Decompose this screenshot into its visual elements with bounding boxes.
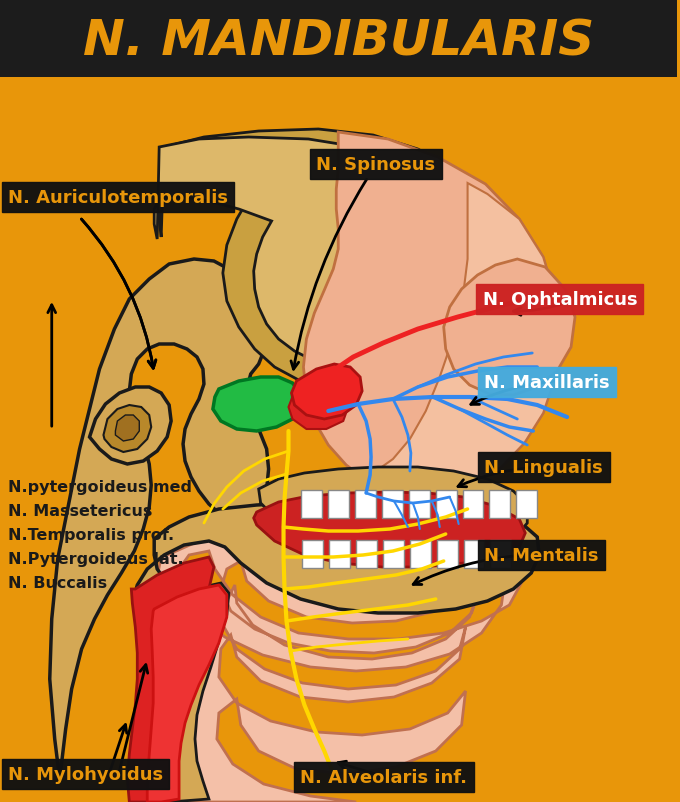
Polygon shape (50, 260, 269, 779)
Text: N. Mylohyoidus: N. Mylohyoidus (8, 765, 163, 783)
Text: N. Lingualis: N. Lingualis (484, 459, 603, 476)
Polygon shape (329, 541, 350, 569)
Polygon shape (516, 490, 537, 518)
Polygon shape (464, 541, 484, 569)
Polygon shape (409, 490, 430, 518)
Polygon shape (437, 541, 458, 569)
Polygon shape (303, 541, 323, 569)
Polygon shape (383, 541, 404, 569)
Polygon shape (90, 387, 171, 464)
Text: N.Temporalis prof.: N.Temporalis prof. (8, 528, 174, 543)
Text: N. Buccalis: N. Buccalis (8, 576, 107, 591)
Polygon shape (355, 490, 376, 518)
Text: N. Alveolaris inf.: N. Alveolaris inf. (301, 768, 467, 786)
Polygon shape (292, 365, 362, 419)
Polygon shape (159, 130, 492, 391)
Polygon shape (301, 490, 322, 518)
Polygon shape (133, 504, 539, 634)
Polygon shape (462, 490, 483, 518)
Text: N. Massetericus: N. Massetericus (8, 504, 152, 519)
Polygon shape (346, 184, 559, 496)
Text: N.pytergoideus med: N.pytergoideus med (8, 480, 192, 495)
Polygon shape (356, 541, 377, 569)
Polygon shape (410, 541, 430, 569)
Text: N. Mentalis: N. Mentalis (484, 546, 599, 565)
Polygon shape (490, 490, 511, 518)
Text: N. Maxillaris: N. Maxillaris (484, 374, 610, 391)
Polygon shape (127, 557, 214, 802)
Polygon shape (303, 133, 559, 496)
Polygon shape (490, 541, 511, 569)
Polygon shape (328, 490, 350, 518)
Polygon shape (213, 378, 301, 431)
Polygon shape (436, 490, 457, 518)
Polygon shape (382, 490, 403, 518)
Polygon shape (103, 406, 151, 452)
Polygon shape (258, 468, 527, 557)
Polygon shape (148, 585, 227, 802)
Polygon shape (288, 387, 348, 429)
Polygon shape (254, 492, 525, 567)
FancyBboxPatch shape (0, 0, 677, 78)
Polygon shape (116, 415, 139, 441)
Text: N. Ophtalmicus: N. Ophtalmicus (483, 290, 637, 309)
Text: N. Auriculotemporalis: N. Auriculotemporalis (8, 188, 228, 207)
Polygon shape (148, 583, 228, 802)
Text: N. MANDIBULARIS: N. MANDIBULARIS (83, 18, 594, 66)
Text: N.Pytergoideus lat.: N.Pytergoideus lat. (8, 552, 184, 567)
Polygon shape (135, 525, 522, 802)
Text: N. Spinosus: N. Spinosus (316, 156, 435, 174)
Polygon shape (154, 138, 477, 370)
Polygon shape (444, 260, 575, 395)
